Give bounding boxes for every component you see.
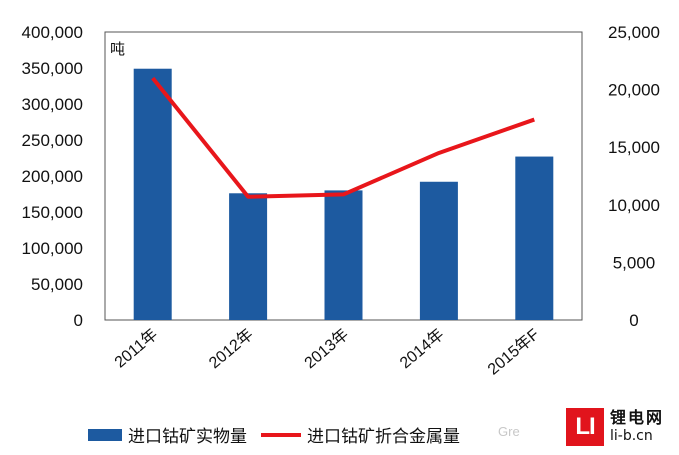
logo-name: 锂电网 <box>610 408 665 427</box>
left-tick-label: 400,000 <box>22 23 83 42</box>
legend-label-bar: 进口钴矿实物量 <box>128 427 247 447</box>
bar <box>133 68 172 320</box>
left-tick-label: 200,000 <box>22 167 83 186</box>
bar <box>229 193 268 320</box>
right-axis: 0 5,000 10,000 15,000 20,000 25,000 <box>608 23 660 330</box>
brand-logo: LI 锂电网 li-b.cn <box>566 408 664 446</box>
left-tick-label: 100,000 <box>22 239 83 258</box>
bar-series <box>133 68 554 320</box>
left-tick-label: 150,000 <box>22 203 83 222</box>
category-axis: 2011年 2012年 2013年 2014年 2015年F <box>111 325 543 378</box>
legend-swatch-bar <box>88 428 122 441</box>
line-series <box>151 76 535 199</box>
right-tick-label: 20,000 <box>608 81 660 100</box>
right-tick-label: 0 <box>629 311 638 330</box>
category-label: 2014年 <box>396 325 447 372</box>
logo-mark: LI <box>566 408 604 446</box>
left-tick-label: 300,000 <box>22 95 83 114</box>
legend-label-line: 进口钴矿折合金属量 <box>307 427 460 447</box>
right-tick-label: 5,000 <box>613 253 656 272</box>
legend: 进口钴矿实物量 进口钴矿折合金属量 <box>88 422 474 447</box>
left-axis-unit: 吨 <box>110 40 125 58</box>
category-label: 2011年 <box>111 325 161 371</box>
left-tick-label: 50,000 <box>31 275 83 294</box>
line-path <box>151 76 535 199</box>
left-axis: 0 50,000 100,000 150,000 200,000 250,000 300,0… <box>22 23 83 330</box>
left-tick-label: 350,000 <box>22 59 83 78</box>
bar <box>515 156 554 320</box>
left-tick-label: 0 <box>74 311 83 330</box>
category-label: 2012年 <box>206 325 257 372</box>
right-tick-label: 10,000 <box>608 196 660 215</box>
category-label: 2015年F <box>484 325 543 378</box>
legend-swatch-line <box>261 432 301 437</box>
right-tick-label: 15,000 <box>608 138 660 157</box>
legend-item-line: 进口钴矿折合金属量 <box>261 422 460 447</box>
category-label: 2013年 <box>301 325 352 372</box>
legend-item-bar: 进口钴矿实物量 <box>88 422 247 447</box>
logo-text: 锂电网 li-b.cn <box>610 408 664 446</box>
left-tick-label: 250,000 <box>22 131 83 150</box>
right-tick-label: 25,000 <box>608 23 660 42</box>
watermark-text: Gre <box>498 424 520 439</box>
bar <box>419 181 458 320</box>
bar <box>324 190 363 320</box>
logo-url: li-b.cn <box>610 428 653 444</box>
